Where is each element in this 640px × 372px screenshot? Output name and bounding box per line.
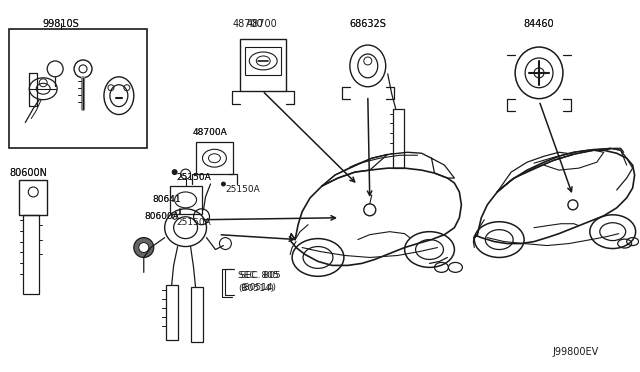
Text: 84460: 84460 <box>524 19 554 29</box>
Bar <box>23 215 39 294</box>
Text: 80600A: 80600A <box>145 212 180 221</box>
Bar <box>170 186 202 214</box>
Text: 68632S: 68632S <box>349 19 386 29</box>
Bar <box>245 47 281 75</box>
Text: 25150A: 25150A <box>177 173 211 182</box>
Text: SEC. 805: SEC. 805 <box>238 271 279 280</box>
Text: (B0514): (B0514) <box>241 283 276 292</box>
Text: 25150A: 25150A <box>177 218 211 227</box>
Bar <box>241 39 286 91</box>
Text: 48700A: 48700A <box>193 128 227 137</box>
Bar <box>166 285 178 340</box>
Circle shape <box>173 170 177 174</box>
Text: 80600A: 80600A <box>145 212 180 221</box>
Circle shape <box>134 238 154 257</box>
Text: 68632S: 68632S <box>349 19 386 29</box>
Text: (B0514): (B0514) <box>238 284 275 293</box>
Text: 99810S: 99810S <box>43 19 79 29</box>
Bar <box>191 287 202 342</box>
Bar <box>196 142 234 174</box>
Bar <box>393 109 404 168</box>
Text: 48700: 48700 <box>233 19 264 29</box>
Text: 48700A: 48700A <box>193 128 227 137</box>
Text: 80641: 80641 <box>153 195 181 204</box>
Text: 25150A: 25150A <box>177 173 211 182</box>
Bar <box>10 29 147 148</box>
Text: 80600N: 80600N <box>10 168 47 178</box>
Text: 25150A: 25150A <box>225 185 260 194</box>
Text: 80641: 80641 <box>153 195 181 204</box>
Text: 48700: 48700 <box>247 19 278 29</box>
Circle shape <box>139 243 148 253</box>
Text: 99810S: 99810S <box>43 19 79 29</box>
Bar <box>19 180 47 215</box>
Text: 80600N: 80600N <box>10 168 47 178</box>
Text: J99800EV: J99800EV <box>552 347 599 357</box>
Circle shape <box>221 182 225 186</box>
Text: 84460: 84460 <box>524 19 554 29</box>
Text: SEC. 805: SEC. 805 <box>241 271 281 280</box>
